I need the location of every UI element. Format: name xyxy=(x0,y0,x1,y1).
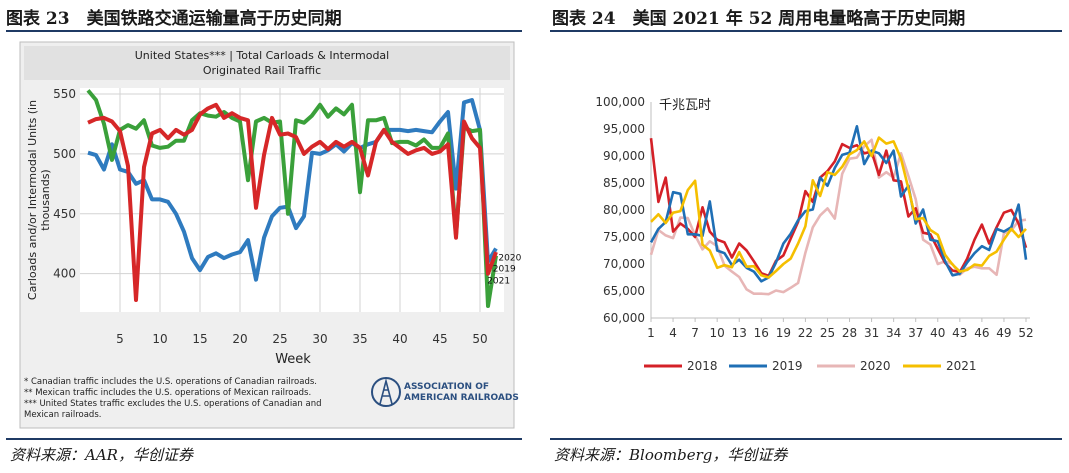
left-x-tick-label: 5 xyxy=(116,332,124,346)
left-chart-title: United States*** | Total Carloads & Inte… xyxy=(135,49,389,62)
right-x-tick-label: 16 xyxy=(754,326,769,340)
left-series-line-2021 xyxy=(87,102,498,302)
left-x-tick-label: 15 xyxy=(192,332,207,346)
left-y-axis-label-line1: Carloads and/or Intermodal Units (in xyxy=(26,100,39,300)
right-y-tick-label: 75,000 xyxy=(603,230,645,244)
right-x-tick-label: 46 xyxy=(974,326,989,340)
aar-logo-track xyxy=(379,377,393,405)
legend-label-2020: 2020 xyxy=(860,359,891,373)
right-y-tick-label: 65,000 xyxy=(603,284,645,298)
left-y-tick-label: 550 xyxy=(53,87,76,101)
right-x-tick-label: 37 xyxy=(908,326,923,340)
legend-label-2019: 2019 xyxy=(772,359,803,373)
right-series-line-2018 xyxy=(649,138,1028,278)
right-series-line-2019 xyxy=(649,125,1028,283)
left-end-label-2019: 2019 xyxy=(493,264,516,274)
right-y-tick-label: 85,000 xyxy=(603,176,645,190)
footnote-2: ** Mexican traffic includes the U.S. ope… xyxy=(24,388,311,398)
right-series-line-2021 xyxy=(650,136,1027,279)
right-y-tick-label: 60,000 xyxy=(603,311,645,325)
right-x-tick-label: 10 xyxy=(710,326,725,340)
left-y-axis-label-line2: thousands) xyxy=(39,169,52,230)
footnote-4: Mexican railroads. xyxy=(24,410,101,420)
left-chart-subtitle: Originated Rail Traffic xyxy=(203,64,321,77)
right-y-tick-label: 95,000 xyxy=(603,122,645,136)
left-y-tick-label: 400 xyxy=(53,267,76,281)
right-y-unit-label: 千兆瓦时 xyxy=(659,98,711,113)
left-y-tick-label: 500 xyxy=(53,147,76,161)
left-x-tick-label: 20 xyxy=(232,332,247,346)
right-source-note: 资料来源：Bloomberg，华创证券 xyxy=(554,446,788,464)
right-y-tick-label: 90,000 xyxy=(603,149,645,163)
right-y-tick-label: 70,000 xyxy=(603,257,645,271)
left-x-tick-label: 40 xyxy=(392,332,407,346)
right-x-tick-label: 25 xyxy=(820,326,835,340)
aar-logo-line2: AMERICAN RAILROADS xyxy=(404,393,519,403)
legend-label-2018: 2018 xyxy=(687,359,718,373)
right-source-rule xyxy=(550,438,1062,440)
left-chart-header xyxy=(24,46,510,80)
right-x-tick-label: 22 xyxy=(798,326,813,340)
right-x-tick-label: 19 xyxy=(776,326,791,340)
left-x-tick-label: 10 xyxy=(152,332,167,346)
footnote-3: *** United States traffic excludes the U… xyxy=(24,399,321,409)
left-end-label-2021: 2021 xyxy=(487,276,510,286)
left-x-tick-label: 25 xyxy=(272,332,287,346)
right-x-tick-label: 4 xyxy=(669,326,677,340)
right-x-tick-label: 34 xyxy=(886,326,901,340)
left-series-line-2020 xyxy=(86,89,498,308)
left-figure-title: 图表 23 美国铁路交通运输量高于历史同期 xyxy=(6,9,342,29)
right-title-rule xyxy=(550,30,1062,32)
right-y-tick-label: 100,000 xyxy=(595,95,645,109)
left-source-rule xyxy=(6,438,522,440)
right-x-tick-label: 52 xyxy=(1018,326,1033,340)
left-end-label-2020: 2020 xyxy=(498,253,521,263)
right-x-tick-label: 40 xyxy=(930,326,945,340)
left-x-tick-label: 50 xyxy=(472,332,487,346)
right-x-tick-label: 7 xyxy=(691,326,699,340)
aar-logo: ASSOCIATION OF AMERICAN RAILROADS xyxy=(371,377,519,407)
left-source-note: 资料来源：AAR，华创证券 xyxy=(10,446,193,464)
right-x-tick-label: 13 xyxy=(732,326,747,340)
left-x-tick-label: 35 xyxy=(352,332,367,346)
left-y-tick-label: 450 xyxy=(53,207,76,221)
right-figure-title: 图表 24 美国 2021 年 52 周用电量略高于历史同期 xyxy=(552,9,966,29)
right-x-tick-label: 49 xyxy=(996,326,1011,340)
right-x-tick-label: 28 xyxy=(842,326,857,340)
left-x-axis-label: Week xyxy=(275,352,311,367)
left-x-tick-label: 45 xyxy=(432,332,447,346)
left-x-tick-label: 30 xyxy=(312,332,327,346)
legend-label-2021: 2021 xyxy=(946,359,977,373)
left-title-rule xyxy=(6,30,522,32)
aar-logo-line1: ASSOCIATION OF xyxy=(404,382,489,392)
footnote-1: * Canadian traffic includes the U.S. ope… xyxy=(24,377,317,387)
right-x-tick-label: 43 xyxy=(952,326,967,340)
right-x-tick-label: 31 xyxy=(864,326,879,340)
right-y-tick-label: 80,000 xyxy=(603,203,645,217)
right-x-tick-label: 1 xyxy=(647,326,655,340)
left-series-line-2019 xyxy=(87,98,498,282)
